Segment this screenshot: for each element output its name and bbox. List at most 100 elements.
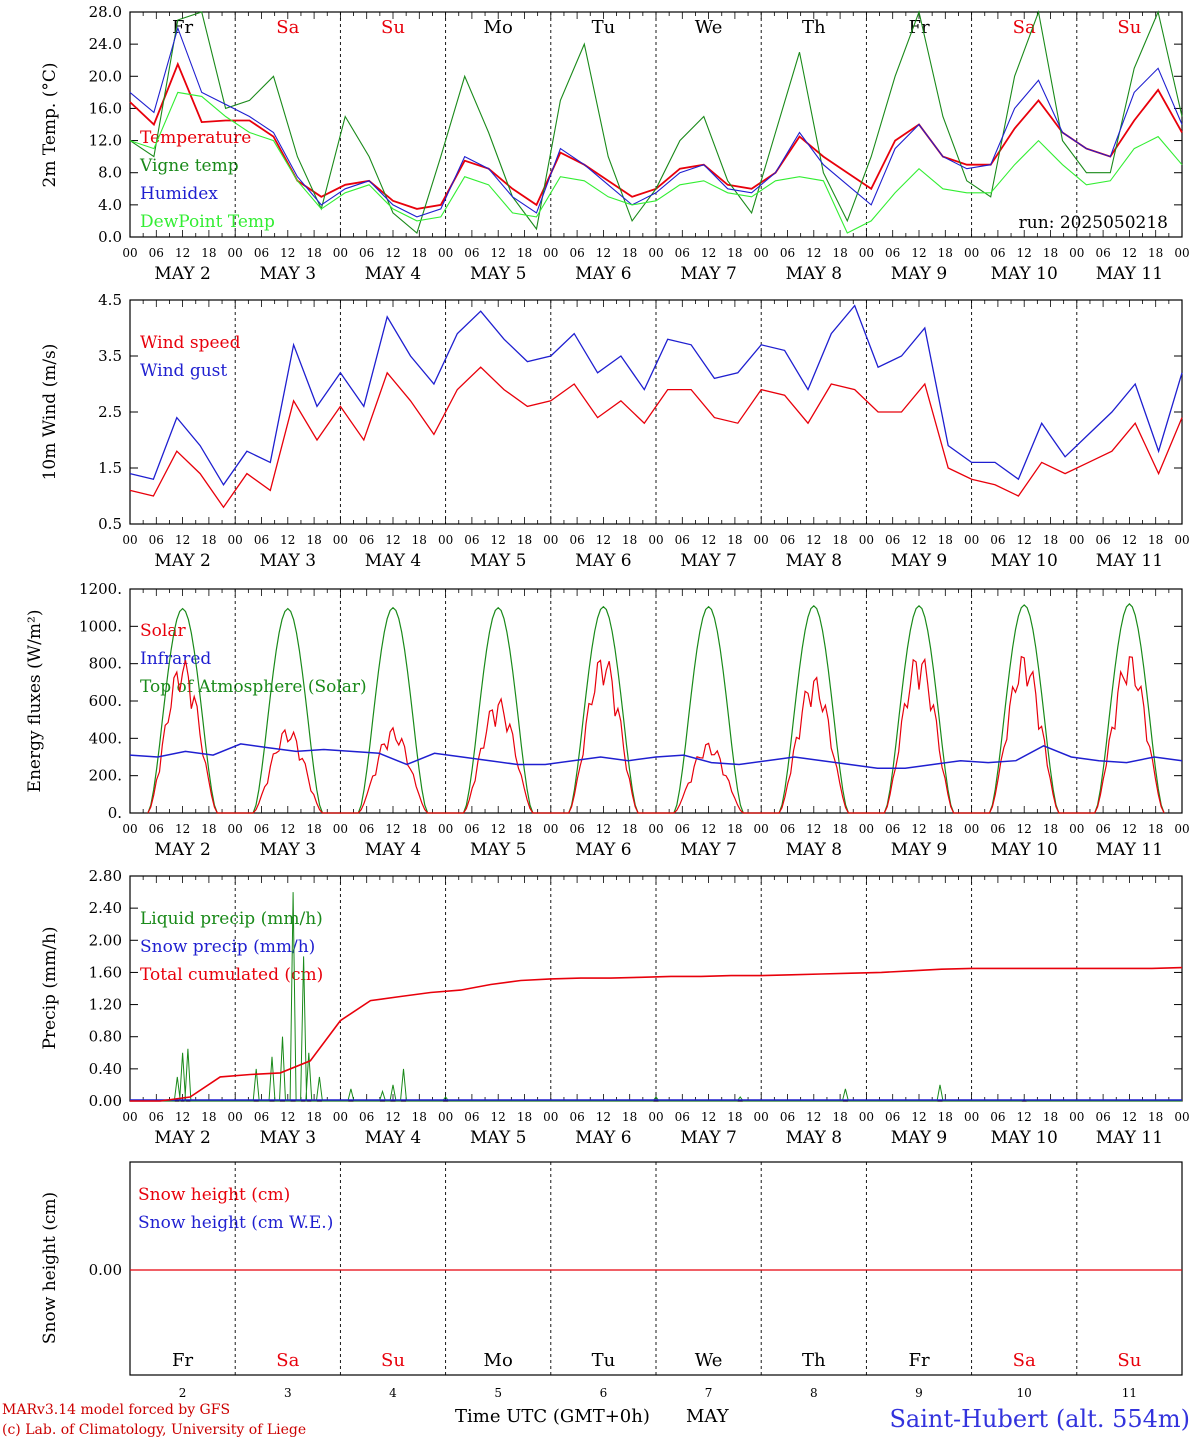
ylabel-energy: Energy fluxes (W/m²) xyxy=(25,610,45,793)
hour-label: 12 xyxy=(175,533,190,547)
hour-label: 18 xyxy=(517,533,532,547)
y-tick-label: 0.00 xyxy=(89,1092,122,1110)
hour-label: 00 xyxy=(122,246,137,260)
day-number-label: 6 xyxy=(600,1386,608,1400)
credit-line-1: MARv3.14 model forced by GFS xyxy=(2,1402,230,1418)
hour-label: 18 xyxy=(938,533,953,547)
hour-label: 06 xyxy=(149,1110,164,1124)
date-label: MAY 3 xyxy=(260,1128,316,1148)
date-label: MAY 2 xyxy=(154,264,210,284)
date-label: MAY 11 xyxy=(1096,1128,1163,1148)
hour-label: 06 xyxy=(1095,822,1110,836)
hour-label: 06 xyxy=(569,1110,584,1124)
date-label: MAY 5 xyxy=(470,264,526,284)
hour-label: 12 xyxy=(175,822,190,836)
weekday-label-bottom: We xyxy=(695,1350,723,1371)
hour-label: 18 xyxy=(201,822,216,836)
date-label: MAY 10 xyxy=(991,840,1058,860)
hour-label: 06 xyxy=(569,246,584,260)
hour-label: 18 xyxy=(622,246,637,260)
y-tick-label: 8.0 xyxy=(98,164,122,182)
axes-group-2: 00 06 12 18 MAY 2 00 06 12 18 MAY 3 00 06 12 18 MAY 4 0… xyxy=(122,589,1190,860)
hour-label: 18 xyxy=(1148,246,1163,260)
y-tick-label: 2.5 xyxy=(98,403,122,421)
hour-label: 00 xyxy=(1069,1110,1084,1124)
hour-label: 00 xyxy=(754,533,769,547)
hour-label: 06 xyxy=(464,822,479,836)
y-tick-label: 1.20 xyxy=(89,996,122,1014)
panel-temperature: 2m Temp. (°C) run: 2025050218 Temperatur… xyxy=(40,11,1183,238)
panel-snow: Snow height (cm) 0.00 Snow height (cm) S… xyxy=(40,1161,1183,1376)
weekday-label-bottom: Su xyxy=(381,1350,405,1371)
hour-label: 06 xyxy=(254,533,269,547)
date-label: MAY 7 xyxy=(680,551,736,571)
ylabel-precip: Precip (mm/h) xyxy=(40,926,60,1049)
date-label: MAY 9 xyxy=(891,264,947,284)
date-label: MAY 2 xyxy=(154,840,210,860)
legend-temperature: Temperature xyxy=(140,128,251,148)
hour-label: 12 xyxy=(175,246,190,260)
hour-label: 06 xyxy=(569,822,584,836)
hour-label: 06 xyxy=(780,533,795,547)
y-tick-label: 800. xyxy=(89,655,122,673)
hour-label: 12 xyxy=(596,533,611,547)
weekday-label-top: Sa xyxy=(1013,17,1036,38)
hour-label: 06 xyxy=(149,533,164,547)
hour-label: 12 xyxy=(491,1110,506,1124)
weekday-label-top: Fr xyxy=(908,17,929,38)
hour-label: 00 xyxy=(122,822,137,836)
hour-label: 00 xyxy=(122,1110,137,1124)
hour-label: 12 xyxy=(596,246,611,260)
hour-label: 06 xyxy=(780,1110,795,1124)
hour-label: 06 xyxy=(675,822,690,836)
ylabel-snow: Snow height (cm) xyxy=(40,1192,60,1344)
date-label: MAY 4 xyxy=(365,264,421,284)
legend-total-cumulated: Total cumulated (cm) xyxy=(140,965,323,985)
hour-label: 18 xyxy=(938,822,953,836)
y-tick-label: 28.0 xyxy=(89,3,122,21)
date-label: MAY 5 xyxy=(470,551,526,571)
hour-label: 12 xyxy=(806,822,821,836)
hour-label: 18 xyxy=(832,1110,847,1124)
series-solar-line xyxy=(147,655,1165,814)
hour-label: 12 xyxy=(491,533,506,547)
hour-label: 00 xyxy=(228,822,243,836)
hour-label: 12 xyxy=(701,533,716,547)
panel-precip: Precip (mm/h) Liquid precip (mm/h) Snow … xyxy=(40,875,1183,1102)
hour-label: 12 xyxy=(1122,533,1137,547)
weekday-label-bottom: Tu xyxy=(592,1350,616,1371)
y-tick-label: 1200. xyxy=(79,580,122,598)
hour-label: 06 xyxy=(675,246,690,260)
y-tick-label: 0. xyxy=(108,804,122,822)
y-tick-label: 12.0 xyxy=(89,132,122,150)
y-tick-label: 2.00 xyxy=(89,931,122,949)
weekday-label-bottom: Th xyxy=(802,1350,826,1371)
hour-label: 00 xyxy=(648,822,663,836)
weekday-label-bottom: Sa xyxy=(276,1350,299,1371)
hour-label: 12 xyxy=(385,533,400,547)
hour-label: 18 xyxy=(622,822,637,836)
footer: MARv3.14 model forced by GFS (c) Lab. of… xyxy=(2,1402,1190,1438)
hour-label: 00 xyxy=(438,822,453,836)
hour-label: 12 xyxy=(280,246,295,260)
hour-label: 06 xyxy=(1095,533,1110,547)
hour-label: 18 xyxy=(1148,533,1163,547)
hour-label: 06 xyxy=(149,822,164,836)
hour-label: 00 xyxy=(438,533,453,547)
hour-label: 18 xyxy=(517,822,532,836)
date-label: MAY 8 xyxy=(786,551,842,571)
day-number-label: 3 xyxy=(284,1386,292,1400)
station-name: Saint-Hubert (alt. 554m) xyxy=(889,1405,1190,1433)
hour-label: 00 xyxy=(1069,246,1084,260)
date-label: MAY 8 xyxy=(786,264,842,284)
hour-label: 12 xyxy=(806,1110,821,1124)
series-dewpoint-line xyxy=(129,91,1183,234)
date-label: MAY 7 xyxy=(680,264,736,284)
date-label: MAY 3 xyxy=(260,840,316,860)
hour-label: 00 xyxy=(964,246,979,260)
series-wind-gust-line xyxy=(129,304,1183,486)
hour-label: 00 xyxy=(438,1110,453,1124)
hour-label: 06 xyxy=(1095,1110,1110,1124)
y-tick-label: 0.40 xyxy=(89,1060,122,1078)
y-tick-label: 1.60 xyxy=(89,963,122,981)
